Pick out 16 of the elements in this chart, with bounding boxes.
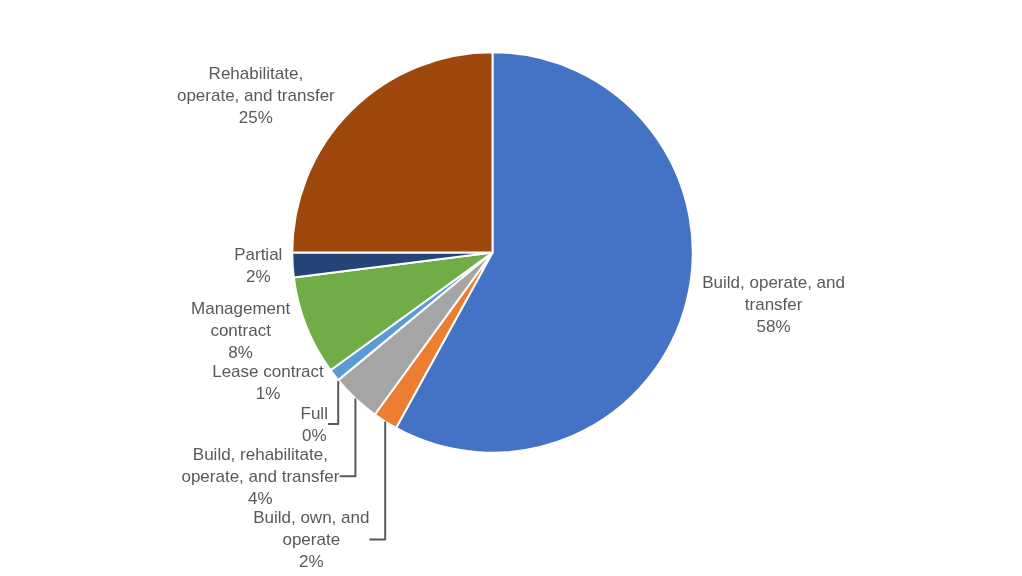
data-label: 2% [298, 552, 324, 571]
slice-label: Build, rehabilitate, operate, and transfer [181, 444, 340, 486]
slice-label: Lease contract [212, 362, 324, 382]
data-label: 8% [228, 343, 253, 363]
data-label: 58% [756, 316, 791, 336]
slice-label: Rehabilitate, operate, and transfer [176, 63, 336, 105]
data-label: 1% [255, 384, 281, 404]
slice-label: Management contract [191, 298, 291, 340]
data-label: 2% [245, 266, 271, 286]
data-label: 25% [238, 107, 273, 127]
data-label: 4% [248, 488, 273, 508]
text: 0% [301, 425, 327, 445]
slice-label: Build, operate, and transfer [702, 272, 845, 314]
slice-label: Partial [234, 244, 283, 264]
category-label: Full [300, 403, 328, 423]
slice-label: Build, own, and operate [253, 507, 370, 549]
